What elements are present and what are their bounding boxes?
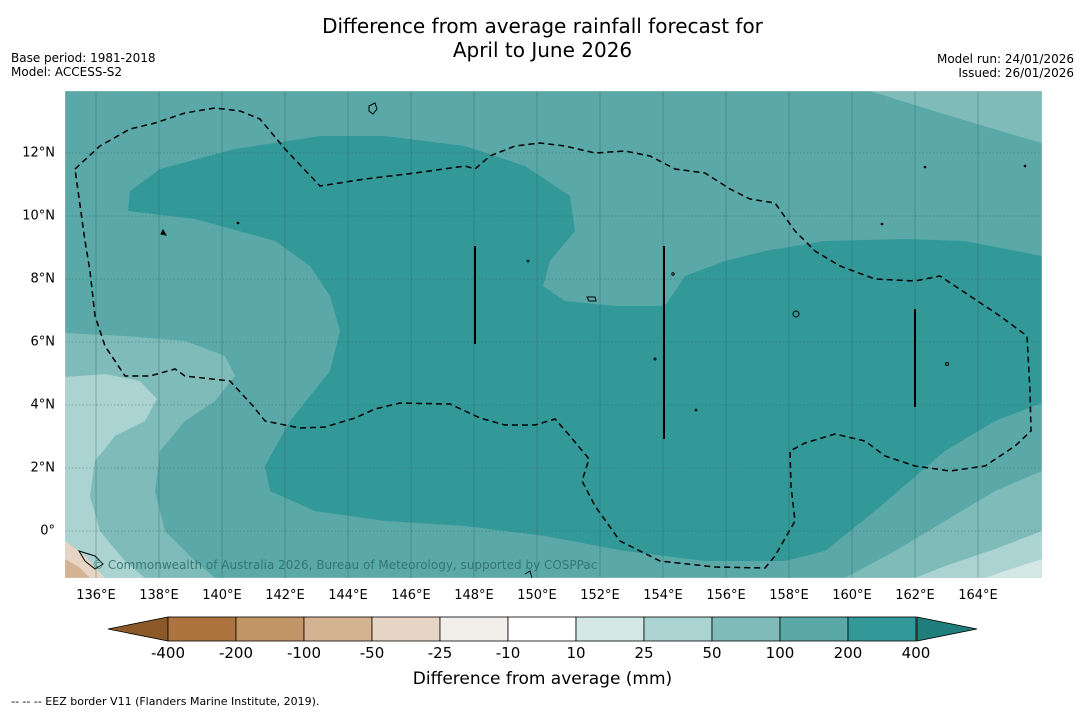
meta-left: Base period: 1981-2018 Model: ACCESS-S2	[11, 51, 156, 79]
model-name: Model: ACCESS-S2	[11, 65, 123, 79]
islands	[77, 102, 1027, 578]
lon-label: 164°E	[958, 588, 998, 603]
lon-label: 162°E	[895, 588, 935, 603]
colorbar-min-arrow	[107, 616, 169, 642]
lon-label: 160°E	[832, 588, 872, 603]
band-25-50-bottomright	[915, 531, 1042, 578]
meta-right: Model run: 24/01/2026 Issued: 26/01/2026	[937, 52, 1074, 80]
lon-label: 138°E	[139, 588, 179, 603]
colorbar-label: -100	[286, 644, 322, 662]
lon-label: 156°E	[706, 588, 746, 603]
colorbar-label: 25	[634, 644, 654, 662]
colorbar-bin	[847, 616, 917, 642]
colorbar-label: 100	[765, 644, 795, 662]
title-line-1: Difference from average rainfall forecas…	[322, 14, 763, 38]
lat-label: 2°N	[30, 460, 56, 476]
colorbar-label: 10	[566, 644, 586, 662]
colorbar-bin	[507, 616, 577, 642]
colorbar-bins	[167, 616, 917, 642]
colorbar-label: -25	[427, 644, 453, 662]
lat-label: 0°	[40, 523, 55, 539]
model-run: Model run: 24/01/2026	[936, 52, 1074, 66]
colorbar-label: 400	[901, 644, 931, 662]
lon-label: 150°E	[517, 588, 557, 603]
lon-label: 142°E	[265, 588, 305, 603]
colorbar-bin	[371, 616, 441, 642]
lat-label: 4°N	[30, 397, 56, 413]
issued-date: Issued: 26/01/2026	[958, 66, 1074, 80]
lon-label: 154°E	[643, 588, 683, 603]
colorbar-bin	[711, 616, 781, 642]
colorbar-title: Difference from average (mm)	[412, 669, 673, 689]
colorbar-bin	[575, 616, 645, 642]
colorbar-bin	[235, 616, 305, 642]
colorbar-label: -50	[359, 644, 385, 662]
lat-label: 8°N	[30, 271, 56, 287]
lon-label: 152°E	[580, 588, 620, 603]
band-10-25-bottomright	[985, 559, 1042, 578]
colorbar-bin	[167, 616, 237, 642]
colorbar-label: -10	[495, 644, 521, 662]
colorbar-bin	[643, 616, 713, 642]
lat-label: 12°N	[22, 145, 55, 161]
colorbar-max-arrow	[916, 616, 978, 642]
colorbar-label: 200	[833, 644, 863, 662]
eez-footnote: -- -- -- EEZ border V11 (Flanders Marine…	[11, 695, 320, 708]
colorbar-bin	[439, 616, 509, 642]
colorbar-label: -400	[150, 644, 186, 662]
eez-border	[74, 107, 1032, 569]
colorbar	[107, 616, 978, 642]
band-200-400-main	[128, 136, 1042, 561]
lon-label: 158°E	[769, 588, 809, 603]
lon-label: 140°E	[202, 588, 242, 603]
map-title: Difference from average rainfall forecas…	[0, 14, 1085, 62]
band-50-100-topright	[870, 91, 1042, 143]
lon-label: 146°E	[391, 588, 431, 603]
band-dry-core	[65, 559, 90, 578]
colorbar-bin	[303, 616, 373, 642]
copyright-notice: © Commonwealth of Australia 2026, Bureau…	[92, 558, 598, 572]
lon-label: 144°E	[328, 588, 368, 603]
lat-label: 10°N	[22, 208, 55, 224]
lon-label: 136°E	[76, 588, 116, 603]
colorbar-label: 50	[702, 644, 722, 662]
band-25-50-left	[65, 374, 157, 578]
colorbar-label: -200	[218, 644, 254, 662]
title-line-2: April to June 2026	[452, 38, 633, 62]
lon-label: 148°E	[454, 588, 494, 603]
colorbar-bin	[779, 616, 849, 642]
base-period: Base period: 1981-2018	[11, 51, 156, 65]
rainfall-map	[65, 91, 1042, 578]
lat-label: 6°N	[30, 334, 56, 350]
